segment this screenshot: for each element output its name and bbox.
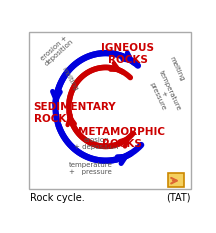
Text: METAMORPHIC
ROCKS: METAMORPHIC ROCKS (78, 127, 165, 149)
FancyBboxPatch shape (168, 173, 184, 187)
Text: melting: melting (60, 66, 79, 92)
Text: IGNEOUS
ROCKS: IGNEOUS ROCKS (101, 43, 154, 65)
Text: erosion +
deposition: erosion + deposition (38, 33, 74, 67)
Text: erosion
+ deposition: erosion + deposition (74, 137, 119, 150)
Text: (TAT): (TAT) (167, 192, 191, 202)
Text: temperature
+   pressure: temperature + pressure (69, 162, 113, 175)
FancyBboxPatch shape (29, 31, 191, 189)
Text: Rock cycle.: Rock cycle. (30, 192, 85, 202)
Text: temperature
+
pressure: temperature + pressure (146, 70, 181, 117)
Text: SEDIMENTARY
ROCKS: SEDIMENTARY ROCKS (34, 102, 116, 124)
Text: melting: melting (168, 56, 185, 82)
